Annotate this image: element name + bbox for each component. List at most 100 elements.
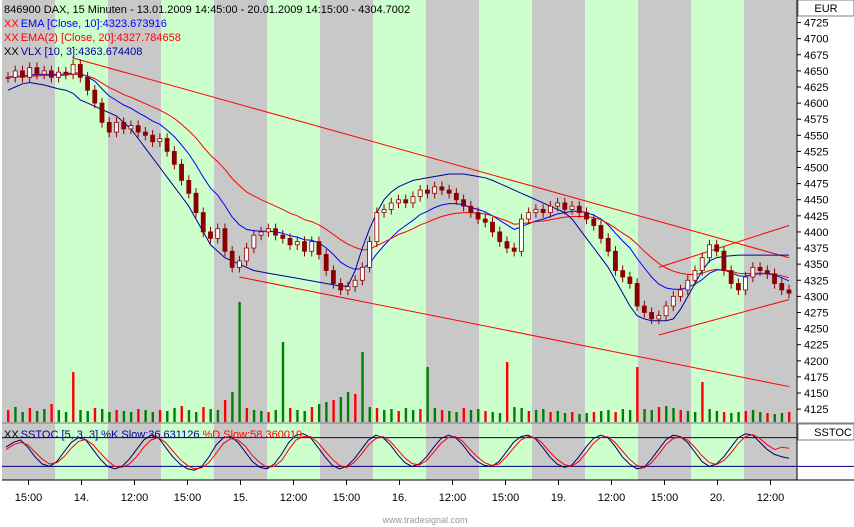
volume-bar xyxy=(238,302,241,422)
candle-body xyxy=(345,286,351,291)
time-tick-label: 15:00 xyxy=(651,492,679,504)
stoch-k-line[interactable] xyxy=(5,433,790,471)
volume-bar xyxy=(715,411,719,422)
price-tick-label: 4500 xyxy=(804,163,828,175)
volume-bar xyxy=(50,404,53,422)
volume-bar xyxy=(72,372,75,422)
legend-vlx[interactable]: XX VLX [10, 3]:4363.674408 xyxy=(4,46,142,58)
volume-bar xyxy=(122,411,126,422)
trend-line[interactable] xyxy=(658,299,790,336)
candle-body xyxy=(287,237,293,246)
candle-body xyxy=(468,205,474,214)
candle-body xyxy=(692,270,698,281)
time-tick-label: 16. xyxy=(392,492,407,504)
trend-line[interactable] xyxy=(72,57,790,259)
candle-body xyxy=(605,237,611,252)
candle-body xyxy=(186,179,192,194)
price-tick-label: 4575 xyxy=(804,114,828,126)
stoch-legend[interactable]: XX SSTOC [5, 3, 3] %K Slow:36.631126 %D S… xyxy=(4,429,302,441)
stoch-d-line[interactable] xyxy=(5,434,790,470)
ema10-line[interactable] xyxy=(7,72,790,290)
volume-bar xyxy=(151,412,155,422)
volume-bar xyxy=(498,413,502,422)
volume-bar xyxy=(361,352,364,422)
time-tick-label: 12:00 xyxy=(121,492,149,504)
volume-bar xyxy=(354,394,357,422)
volume-bar xyxy=(64,412,68,422)
candle-body xyxy=(576,205,582,214)
volume-bar xyxy=(303,411,306,422)
volume-bar xyxy=(708,409,711,422)
volume-bar xyxy=(57,410,61,422)
legend-ema10[interactable]: XX EMA [Close, 10]:4323.673916 xyxy=(4,18,167,30)
volume-bar xyxy=(534,410,538,422)
band-green xyxy=(55,0,108,480)
ema20-line[interactable] xyxy=(7,73,790,279)
candle-body xyxy=(34,67,40,75)
volume-bar xyxy=(621,409,625,422)
candle-body xyxy=(302,241,307,252)
candle-body xyxy=(323,254,329,271)
volume-bar xyxy=(137,409,140,422)
volume-bar xyxy=(180,406,183,422)
candle-body xyxy=(757,266,763,271)
volume-bar xyxy=(245,408,249,422)
volume-bar xyxy=(686,411,690,422)
volume-bar xyxy=(484,411,487,422)
candle-body xyxy=(114,122,119,133)
volume-bar xyxy=(788,412,791,422)
candle-body xyxy=(171,151,177,165)
candle-body xyxy=(425,189,430,194)
candle-body xyxy=(678,289,683,297)
candle-body xyxy=(193,192,199,214)
candle-body xyxy=(48,70,54,78)
volume-bar xyxy=(636,367,639,422)
volume-bar xyxy=(751,410,755,422)
candle-body xyxy=(432,186,438,194)
candle-body xyxy=(403,199,409,204)
price-tick-label: 4325 xyxy=(804,275,828,287)
band-green xyxy=(161,0,214,480)
volume-bar xyxy=(173,408,176,422)
volume-bar xyxy=(665,406,668,422)
volume-bar xyxy=(195,412,198,422)
volume-bar xyxy=(289,408,292,422)
volume-bar xyxy=(274,410,277,422)
volume-bar xyxy=(346,392,350,422)
candle-body xyxy=(569,205,575,210)
candle-body xyxy=(5,76,11,79)
candle-body xyxy=(656,315,662,320)
price-axis: 4725 4700 4675 4650 4625 4600 4575 4550 4525 4500… xyxy=(797,18,828,416)
candle-body xyxy=(396,199,401,204)
band-gray xyxy=(320,0,373,480)
volume-bar xyxy=(21,412,24,422)
volume-bar xyxy=(744,411,748,422)
candle-body xyxy=(106,122,112,133)
trend-line[interactable] xyxy=(239,276,790,388)
candle-body xyxy=(634,283,640,307)
candle-body xyxy=(750,266,756,278)
candle-body xyxy=(27,67,33,78)
price-tick-label: 4700 xyxy=(804,34,828,46)
volume-bar xyxy=(332,400,335,422)
price-tick-label: 4725 xyxy=(804,18,828,30)
volume-bar xyxy=(766,413,769,422)
candle-body xyxy=(215,228,221,239)
candle-body xyxy=(779,283,785,291)
time-tick-label: 12:00 xyxy=(598,492,626,504)
volume-bar xyxy=(585,413,588,422)
volume-bar xyxy=(209,409,212,422)
candle-body xyxy=(367,241,372,268)
candle-body xyxy=(77,64,83,78)
candle-body xyxy=(56,71,62,78)
volume-bar xyxy=(35,411,39,422)
price-tick-label: 4675 xyxy=(804,50,828,62)
band-gray xyxy=(2,0,55,480)
volume-bar xyxy=(477,409,480,422)
candle-body xyxy=(157,138,163,143)
legend-ema20[interactable]: XX EMA(2) [Close, 20]:4327.784658 xyxy=(4,32,181,44)
candle-body xyxy=(786,289,792,294)
candle-body xyxy=(244,247,250,262)
candle-body xyxy=(627,276,633,284)
